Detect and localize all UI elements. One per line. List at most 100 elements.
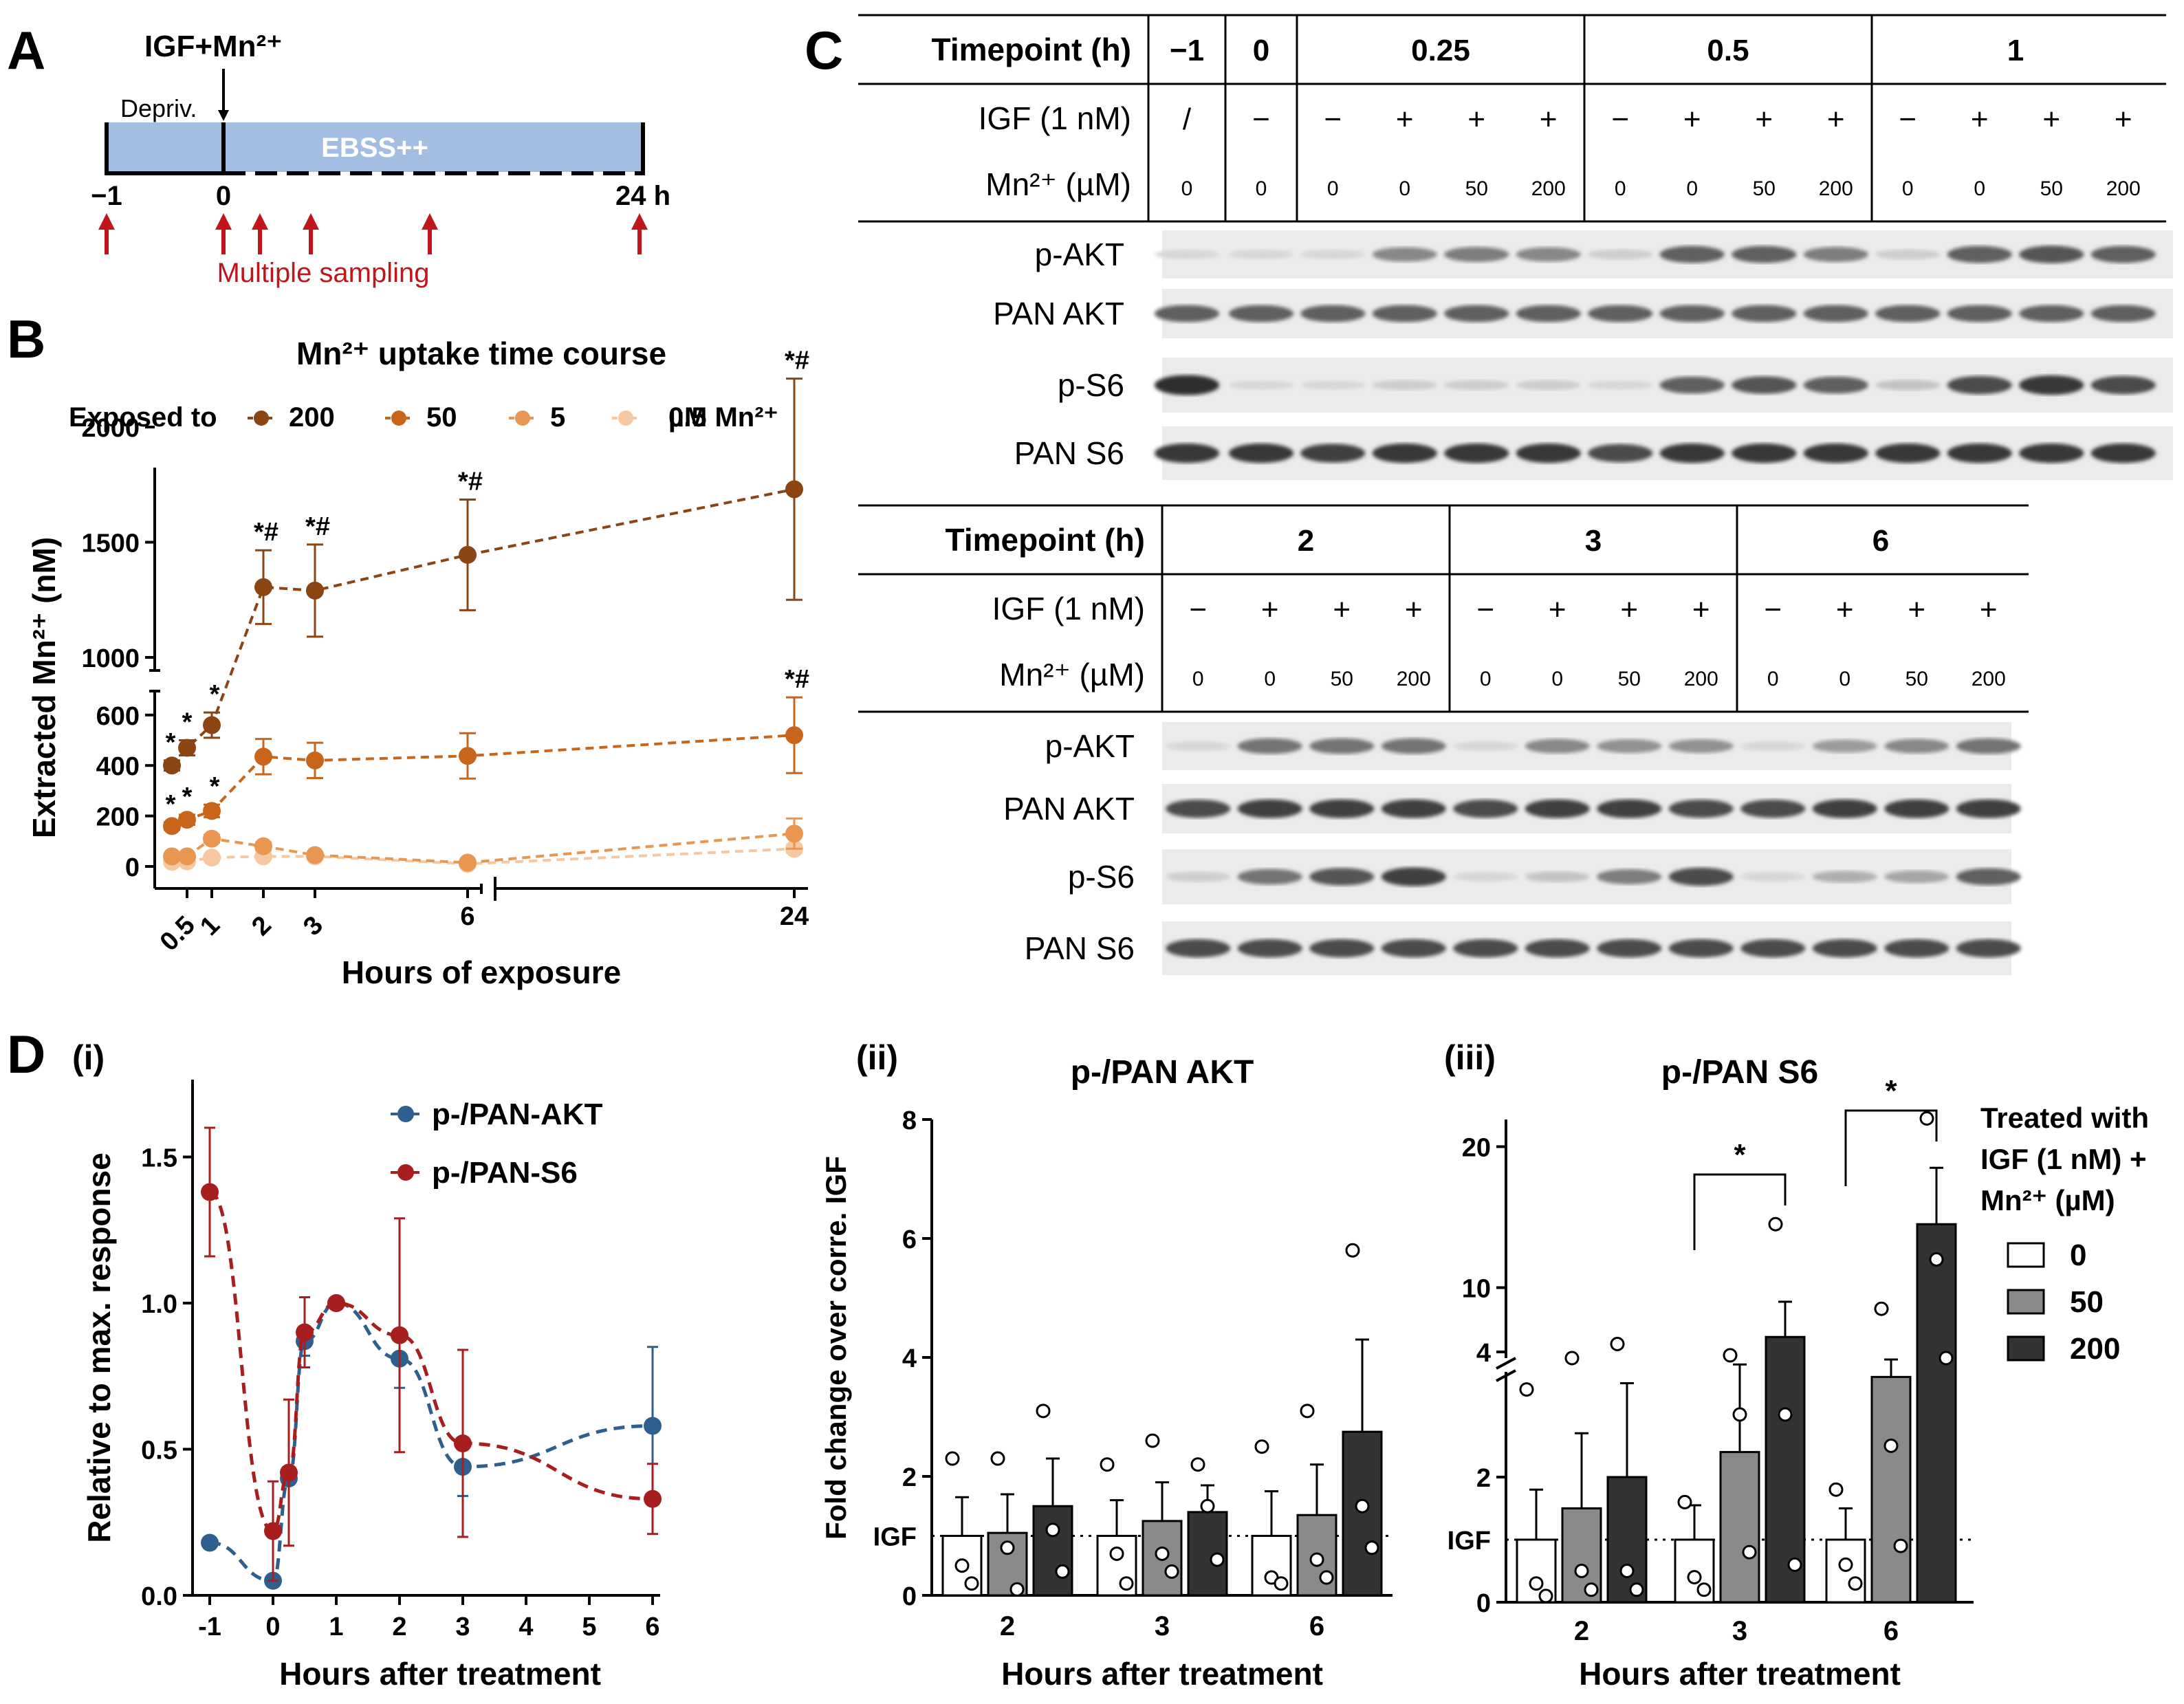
blot-band	[1812, 799, 1877, 818]
data-point	[1155, 1546, 1170, 1561]
bar	[1916, 1223, 1957, 1604]
data-point	[1696, 1582, 1712, 1597]
y-tick-label: 0	[902, 1582, 917, 1611]
blot-band	[1812, 739, 1877, 753]
data-point	[1300, 1403, 1315, 1419]
mn-value: 50	[2040, 177, 2063, 200]
igf-header: IGF (1 nM)	[979, 100, 1131, 136]
data-point	[178, 847, 196, 866]
bar	[1606, 1476, 1648, 1604]
x-tick-label: 6	[645, 1613, 659, 1641]
panel-label-a: A	[7, 20, 45, 80]
bar	[1032, 1505, 1073, 1597]
blot-band	[1453, 939, 1518, 958]
series-200	[163, 378, 803, 775]
blot-band	[1875, 249, 1941, 260]
significance-mark: *#	[785, 665, 809, 694]
blot-band	[1525, 799, 1590, 818]
blot-band	[1659, 443, 1725, 463]
x-axis-label: Hours after treatment	[1579, 1656, 1901, 1692]
panel-label-d: D	[7, 1024, 45, 1084]
blot-band	[1166, 939, 1231, 958]
blot-band	[1956, 799, 2021, 818]
igf-value: +	[1467, 102, 1485, 136]
mn-value: 200	[1684, 668, 1718, 690]
y-tick-label: 0	[1476, 1589, 1491, 1618]
igf-value: +	[1620, 593, 1638, 626]
data-point	[785, 726, 803, 745]
blot-band	[1884, 799, 1950, 818]
blot-band	[1803, 376, 1868, 394]
blot-band	[1956, 868, 2021, 886]
blot-label: PAN AKT	[1003, 791, 1135, 827]
blot-band	[1947, 305, 2012, 323]
mn-value: 50	[1753, 177, 1776, 200]
igf-value: +	[1827, 102, 1845, 136]
mn-value: 200	[1397, 668, 1431, 690]
blot-band	[1588, 305, 1653, 323]
significance-mark: *#	[785, 347, 809, 375]
significance-mark: *	[210, 680, 220, 709]
igf-value: +	[1333, 593, 1351, 626]
blot-band	[1444, 247, 1509, 262]
x-tick-label: 2	[1000, 1611, 1015, 1641]
blot-band	[1956, 939, 2021, 958]
data-point	[1919, 1111, 1934, 1126]
data-point	[459, 853, 477, 872]
blot-band	[2019, 305, 2084, 323]
sampling-label: Multiple sampling	[217, 258, 429, 288]
data-point	[785, 824, 803, 843]
y-break-mark	[1496, 1369, 1516, 1382]
x-tick-label: 3	[455, 1613, 470, 1641]
data-point	[964, 1576, 979, 1591]
data-point	[1319, 1570, 1334, 1585]
series-p-/PAN-S6: p-/PAN-S6	[201, 1126, 662, 1582]
blot-band	[1516, 305, 1581, 323]
data-point	[264, 1522, 282, 1540]
blot-band	[1228, 305, 1294, 323]
blot-band	[1668, 739, 1734, 754]
legend-title: Mn²⁺ (µM)	[1980, 1184, 2115, 1216]
blot-band	[1154, 305, 1220, 323]
blot-band	[1597, 799, 1662, 818]
y-tick-label: 2	[1476, 1464, 1491, 1493]
mn-value: 200	[2106, 177, 2141, 200]
mn-header: Mn²⁺ (µM)	[999, 657, 1145, 692]
series-5	[163, 817, 803, 872]
x-axis-label: Hours after treatment	[279, 1656, 601, 1692]
y-tick-label: 1.5	[141, 1144, 177, 1173]
data-point	[163, 847, 181, 866]
legend-marker	[397, 1106, 414, 1122]
mn-value: 200	[1972, 668, 2006, 690]
igf-value: +	[1980, 593, 1998, 626]
legend-swatch	[2007, 1242, 2045, 1268]
igf-value: +	[1683, 102, 1701, 136]
data-point	[254, 578, 272, 596]
blot-band	[1381, 799, 1446, 818]
y-tick-label: 2000	[81, 414, 140, 443]
y-tick-label: 1000	[81, 644, 140, 673]
legend-entry: 200	[289, 402, 335, 433]
timepoint-header: Timepoint (h)	[932, 32, 1131, 67]
blot-band	[1237, 799, 1302, 818]
data-point	[163, 817, 181, 835]
blot-band	[1309, 799, 1375, 818]
blot-band	[2019, 245, 2084, 263]
blot-band	[1453, 799, 1518, 818]
data-point	[1309, 1552, 1324, 1567]
data-point	[1274, 1576, 1289, 1591]
blot-band	[1372, 247, 1437, 262]
y-tick-label: 4	[1476, 1339, 1491, 1368]
legend-marker	[618, 411, 633, 426]
blot-label: PAN S6	[1014, 435, 1124, 471]
data-point	[1619, 1564, 1635, 1578]
blot-band	[1444, 443, 1509, 463]
chart-title: p-/PAN AKT	[1071, 1054, 1254, 1091]
x-tick-label: 3	[1732, 1616, 1747, 1646]
blot-band	[1228, 250, 1294, 259]
mn-value: 0	[1615, 177, 1626, 200]
data-point	[203, 802, 221, 820]
blot-band	[2090, 305, 2156, 323]
blot-band	[1884, 739, 1950, 754]
